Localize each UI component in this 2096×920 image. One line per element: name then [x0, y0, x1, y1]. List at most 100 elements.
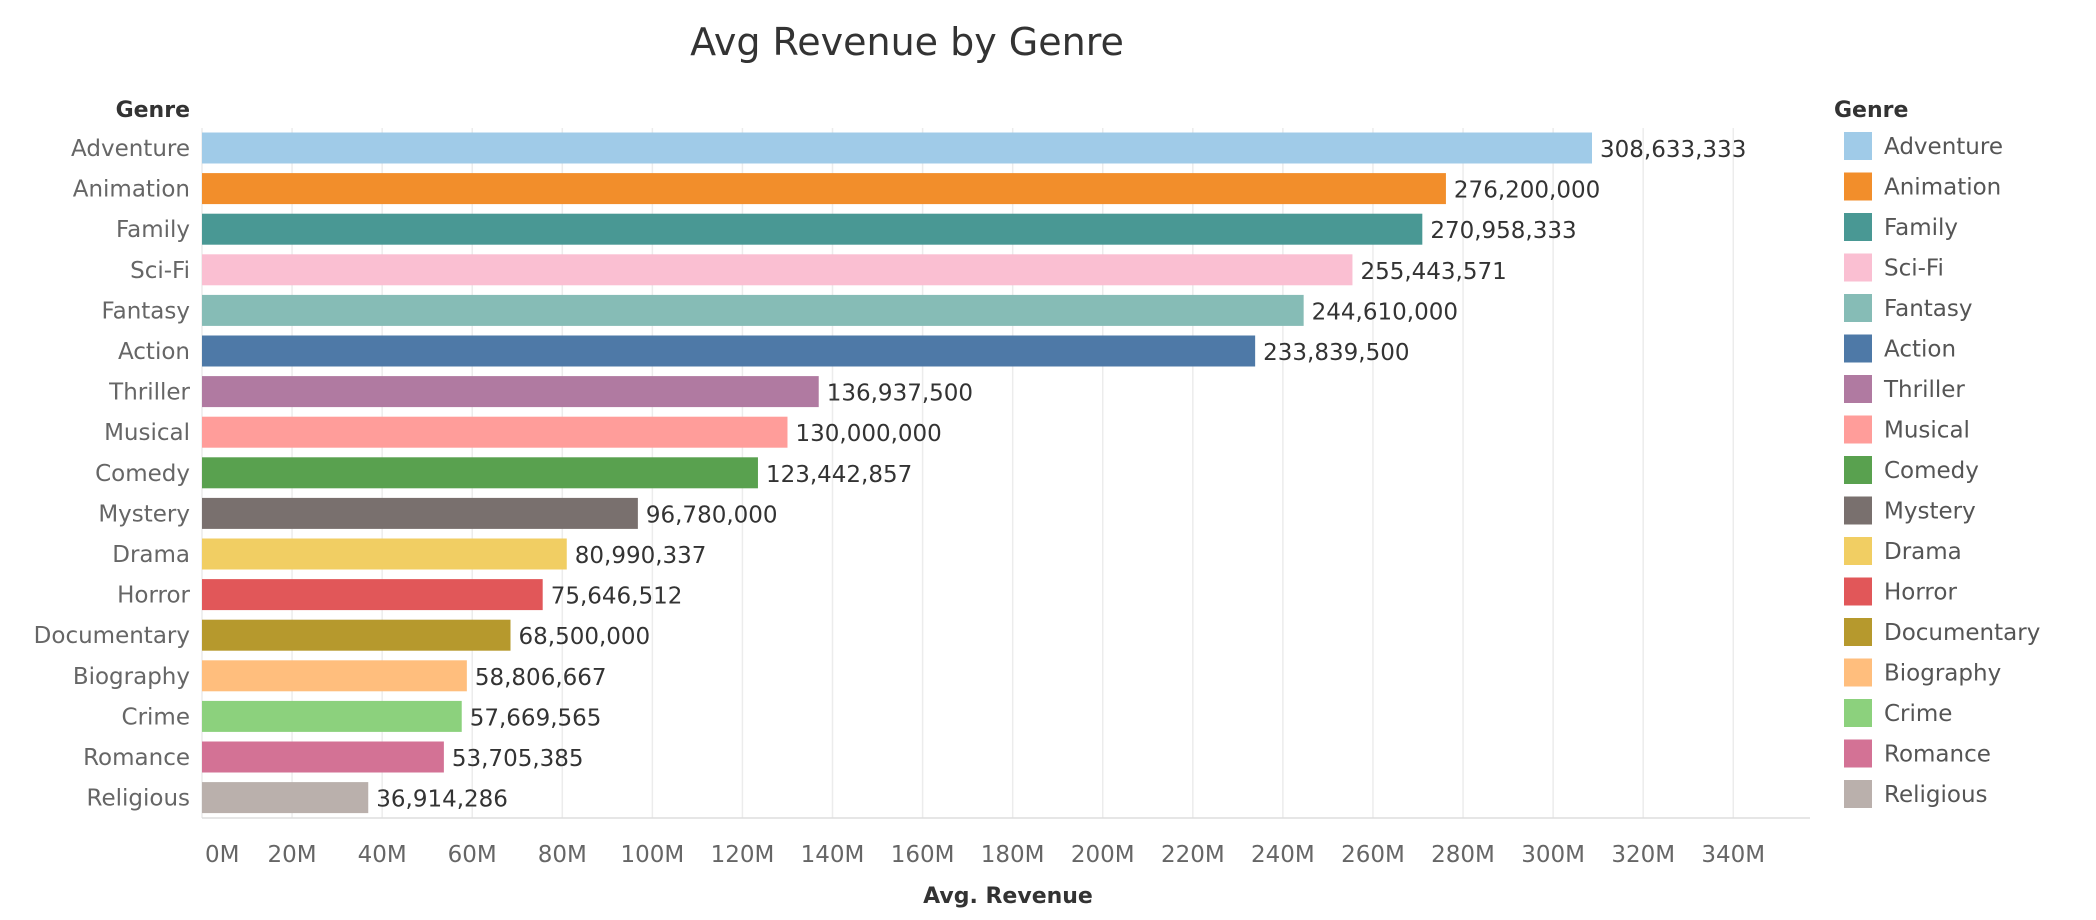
bar [202, 741, 444, 773]
category-label: Documentary [34, 623, 190, 649]
x-tick-label: 160M [891, 842, 955, 868]
legend-label: Mystery [1884, 499, 1976, 525]
data-label: 270,958,333 [1430, 218, 1576, 244]
bar [202, 782, 369, 814]
legend-label: Thriller [1883, 377, 1965, 403]
bar [202, 213, 1423, 245]
data-label: 57,669,565 [470, 705, 602, 731]
legend-label: Sci-Fi [1884, 256, 1944, 282]
category-label: Horror [117, 583, 190, 609]
legend-item: Horror [1844, 577, 1957, 606]
category-label: Adventure [71, 136, 190, 162]
legend-label: Family [1884, 215, 1958, 241]
category-label: Mystery [98, 501, 190, 527]
legend-label: Horror [1884, 580, 1957, 606]
x-tick-label: 340M [1701, 842, 1765, 868]
legend-swatch [1844, 132, 1872, 160]
category-labels: Adventure Animation Family Sci-Fi Fantasy Act… [34, 136, 191, 812]
legend-item: Biography [1844, 658, 2001, 687]
x-tick-label: 80M [538, 842, 587, 868]
category-label: Drama [112, 542, 190, 568]
x-tick-label: 140M [801, 842, 865, 868]
bar [202, 335, 1256, 367]
legend-item: Fantasy [1844, 294, 1973, 322]
legend-label: Adventure [1884, 134, 2003, 160]
legend-item: Action [1844, 334, 1956, 363]
legend-swatch [1844, 415, 1872, 444]
x-axis-ticks: 0M 20M 40M 60M 80M 100M 120M 140M 160M 180M 200M 22… [205, 842, 1765, 868]
legend-title: Genre [1834, 98, 1908, 123]
chart-title: Avg Revenue by Genre [690, 20, 1124, 64]
bar [202, 254, 1353, 286]
legend-label: Biography [1884, 661, 2001, 687]
legend-item: Family [1844, 213, 1958, 241]
legend-label: Romance [1884, 742, 1991, 768]
data-label: 80,990,337 [575, 543, 707, 569]
legend-label: Drama [1884, 539, 1962, 565]
bar [202, 294, 1304, 326]
data-label: 123,442,857 [766, 462, 912, 488]
x-tick-label: 220M [1161, 842, 1225, 868]
x-tick-label: 120M [711, 842, 775, 868]
bar [202, 579, 543, 611]
bars [202, 132, 1592, 814]
legend-swatch [1844, 456, 1872, 484]
legend-item: Religious [1844, 780, 1988, 808]
category-label: Fantasy [102, 298, 191, 324]
legend-item: Romance [1844, 739, 1991, 768]
category-label: Crime [122, 704, 190, 730]
data-label: 68,500,000 [519, 624, 651, 650]
category-label: Comedy [95, 461, 190, 487]
x-tick-label: 200M [1071, 842, 1135, 868]
row-header: Genre [116, 98, 190, 123]
legend-swatch [1844, 618, 1872, 646]
data-label: 233,839,500 [1263, 340, 1409, 366]
legend-swatch [1844, 375, 1872, 403]
legend-item: Documentary [1844, 618, 2040, 646]
category-label: Romance [83, 745, 190, 771]
data-label: 75,646,512 [551, 584, 683, 610]
category-label: Thriller [108, 380, 190, 406]
legend-swatch [1844, 577, 1872, 606]
legend-swatch [1844, 537, 1872, 565]
legend-swatch [1844, 172, 1872, 201]
data-label: 276,200,000 [1454, 178, 1600, 204]
x-tick-label: 100M [620, 842, 684, 868]
bar [202, 660, 467, 692]
data-label: 255,443,571 [1360, 259, 1506, 285]
x-tick-label: 280M [1431, 842, 1495, 868]
x-tick-label: 40M [358, 842, 407, 868]
legend-item: Sci-Fi [1844, 253, 1944, 282]
x-tick-label: 20M [268, 842, 317, 868]
category-label: Animation [73, 177, 190, 203]
x-tick-label: 0M [205, 842, 239, 868]
x-tick-label: 320M [1611, 842, 1675, 868]
bar [202, 173, 1446, 205]
category-label: Religious [87, 786, 191, 812]
legend-item: Comedy [1844, 456, 1979, 484]
data-label: 53,705,385 [452, 746, 584, 772]
legend-item: Drama [1844, 537, 1962, 565]
category-label: Action [118, 339, 190, 365]
legend-label: Animation [1884, 175, 2001, 201]
category-label: Musical [104, 420, 190, 446]
legend-item: Mystery [1844, 496, 1976, 525]
legend-item: Animation [1844, 172, 2001, 201]
legend-item: Musical [1844, 415, 1970, 444]
legend-swatch [1844, 213, 1872, 241]
legend-label: Action [1884, 337, 1956, 363]
data-label: 244,610,000 [1312, 299, 1458, 325]
x-tick-label: 260M [1341, 842, 1405, 868]
data-label: 96,780,000 [646, 502, 778, 528]
legend-label: Religious [1884, 782, 1988, 808]
legend-swatch [1844, 739, 1872, 768]
legend-label: Comedy [1884, 458, 1979, 484]
bar [202, 619, 511, 651]
category-label: Sci-Fi [130, 258, 190, 284]
legend-swatch [1844, 294, 1872, 322]
bar [202, 376, 819, 408]
bar [202, 132, 1592, 164]
legend-label: Documentary [1884, 620, 2040, 646]
